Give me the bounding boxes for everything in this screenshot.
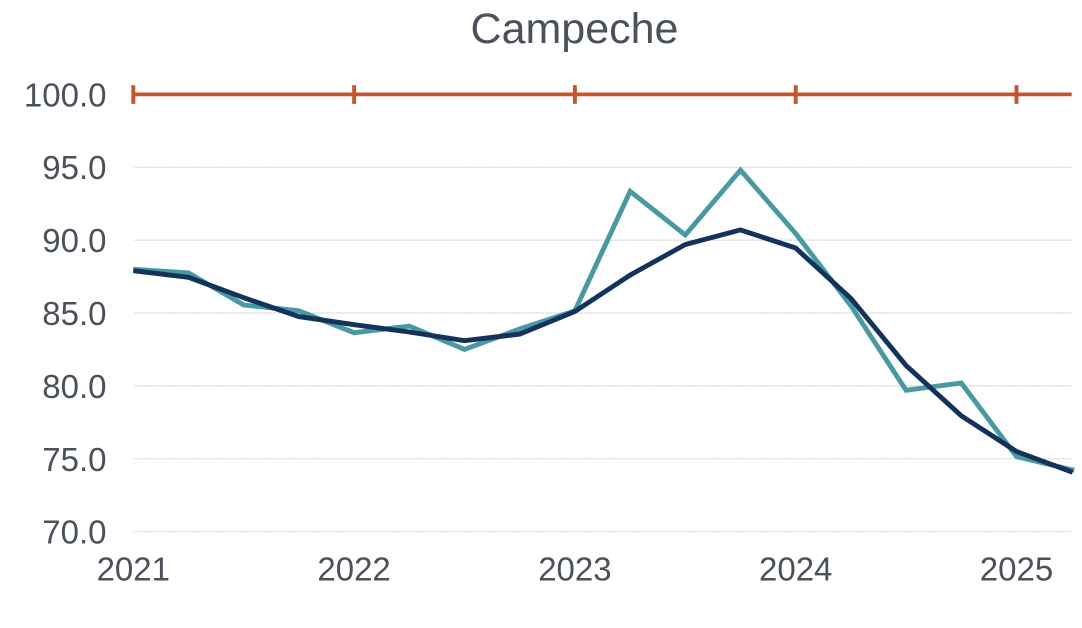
svg-text:75.0: 75.0 bbox=[42, 441, 106, 478]
svg-text:95.0: 95.0 bbox=[42, 149, 106, 186]
svg-text:85.0: 85.0 bbox=[42, 295, 106, 332]
svg-text:80.0: 80.0 bbox=[42, 368, 106, 405]
svg-text:70.0: 70.0 bbox=[42, 514, 106, 551]
svg-text:2022: 2022 bbox=[317, 551, 390, 588]
svg-text:2023: 2023 bbox=[538, 551, 611, 588]
svg-text:90.0: 90.0 bbox=[42, 222, 106, 259]
svg-text:2024: 2024 bbox=[759, 551, 832, 588]
svg-text:2025: 2025 bbox=[980, 551, 1053, 588]
svg-text:Campeche: Campeche bbox=[471, 5, 679, 53]
svg-text:100.0: 100.0 bbox=[24, 76, 107, 113]
svg-text:2021: 2021 bbox=[97, 551, 170, 588]
